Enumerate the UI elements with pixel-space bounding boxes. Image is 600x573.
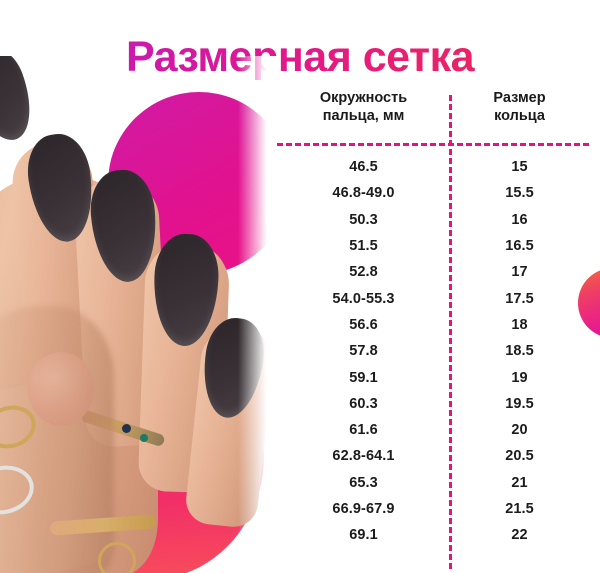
hand-photo (0, 56, 277, 573)
cell-circumference: 62.8-64.1 (332, 448, 395, 465)
table-row: 59.1 19 (277, 364, 589, 390)
cell-ring-size: 21 (511, 474, 528, 491)
cell-circumference: 59.1 (349, 369, 378, 386)
hand-photo-collage (0, 56, 278, 573)
decor-circle-right (578, 268, 600, 338)
cell-ring-size: 18.5 (505, 343, 534, 360)
cell-ring-size: 22 (511, 527, 528, 544)
ring-gem-blue (122, 424, 131, 433)
table-row: 51.5 16.5 (277, 233, 589, 259)
cell-circumference: 56.6 (349, 316, 378, 333)
table-row: 46.5 15 (277, 154, 589, 180)
table-row: 69.1 22 (277, 522, 589, 548)
cell-ring-size: 15.5 (505, 185, 534, 202)
table-row: 62.8-64.1 20.5 (277, 443, 589, 469)
cell-circumference: 69.1 (349, 527, 378, 544)
cell-circumference: 46.5 (349, 159, 378, 176)
cell-ring-size: 20 (511, 422, 528, 439)
cell-ring-size: 20.5 (505, 448, 534, 465)
cell-circumference: 51.5 (349, 238, 378, 255)
table-header-row: Окружность пальца, мм Размер кольца (277, 86, 589, 136)
cell-ring-size: 16.5 (505, 238, 534, 255)
cell-ring-size: 17 (511, 264, 528, 281)
cell-circumference: 61.6 (349, 422, 378, 439)
table-row: 61.6 20 (277, 417, 589, 443)
cell-circumference: 57.8 (349, 343, 378, 360)
cell-circumference: 65.3 (349, 474, 378, 491)
cell-circumference: 60.3 (349, 395, 378, 412)
table-row: 46.8-49.0 15.5 (277, 180, 589, 206)
cell-circumference: 66.9-67.9 (332, 501, 395, 517)
header-divider-horizontal (277, 143, 589, 146)
cell-ring-size: 19.5 (505, 395, 534, 412)
table-row: 66.9-67.9 21.5 (277, 496, 589, 522)
cell-ring-size: 17.5 (505, 290, 534, 307)
nail-0 (0, 56, 43, 149)
table-row: 60.3 19.5 (277, 391, 589, 417)
cell-circumference: 52.8 (349, 264, 378, 281)
header-circumference: Окружность пальца, мм (319, 90, 408, 124)
header-ring-size: Размер кольца (493, 90, 546, 124)
cell-ring-size: 16 (511, 211, 528, 228)
cell-ring-size: 21.5 (505, 501, 534, 517)
table-body: 46.5 15 46.8-49.0 15.5 50.3 16 51.5 16.5 52.8 17 5… (277, 154, 589, 548)
ring-charm-loop (98, 542, 136, 573)
table-row: 56.6 18 (277, 312, 589, 338)
ring-gem-green (140, 434, 148, 442)
table-row: 54.0-55.3 17.5 (277, 285, 589, 311)
table-row: 50.3 16 (277, 207, 589, 233)
size-table: Окружность пальца, мм Размер кольца 46.5… (277, 86, 589, 569)
table-row: 52.8 17 (277, 259, 589, 285)
cell-ring-size: 15 (511, 159, 528, 176)
cell-ring-size: 18 (511, 316, 528, 333)
cell-circumference: 54.0-55.3 (332, 290, 395, 307)
cell-circumference: 46.8-49.0 (332, 185, 395, 202)
page-title: Размерная сетка (0, 31, 600, 83)
cell-circumference: 50.3 (349, 211, 378, 228)
photo-right-fade (238, 56, 278, 573)
column-divider-vertical (449, 95, 452, 569)
table-row: 57.8 18.5 (277, 338, 589, 364)
cell-ring-size: 19 (511, 369, 528, 386)
table-row: 65.3 21 (277, 470, 589, 496)
